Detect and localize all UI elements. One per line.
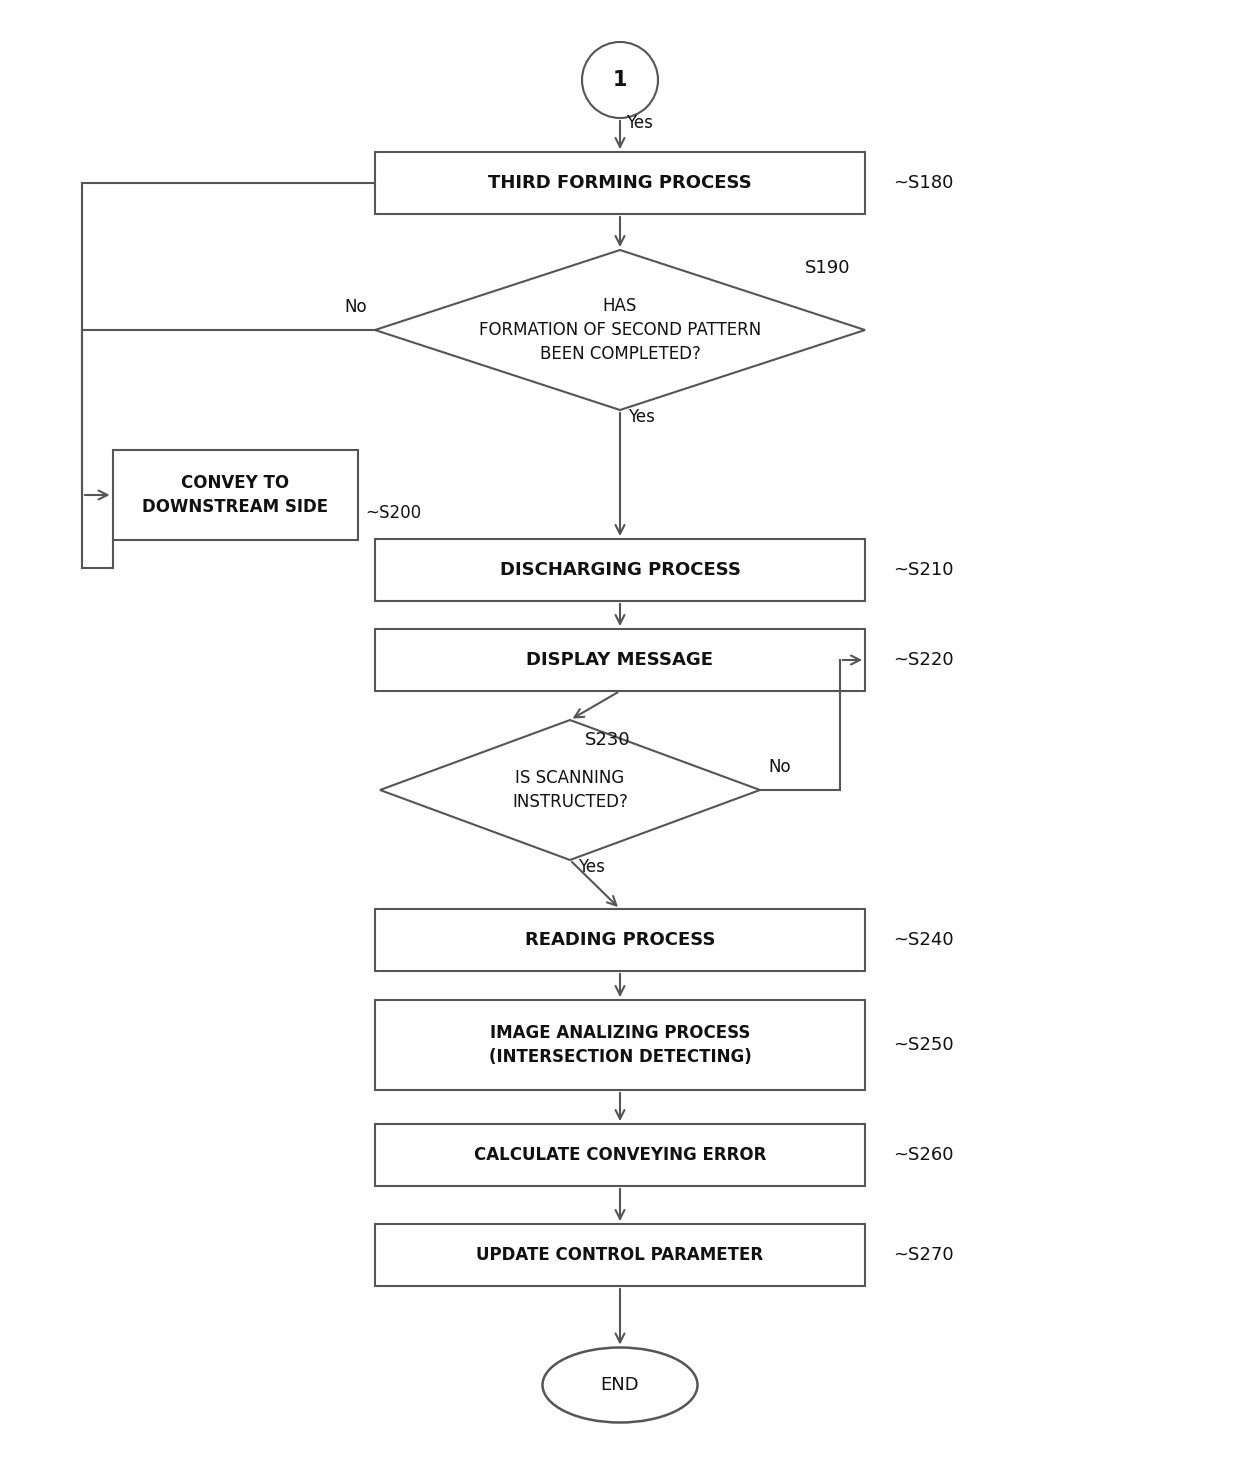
Polygon shape (379, 720, 760, 859)
Text: 1: 1 (613, 70, 627, 90)
Text: CALCULATE CONVEYING ERROR: CALCULATE CONVEYING ERROR (474, 1146, 766, 1164)
Text: END: END (600, 1375, 640, 1395)
Text: IS SCANNING
INSTRUCTED?: IS SCANNING INSTRUCTED? (512, 769, 627, 810)
Text: READING PROCESS: READING PROCESS (525, 930, 715, 950)
Bar (374, 1000, 866, 1090)
Text: S230: S230 (585, 731, 631, 748)
Polygon shape (374, 250, 866, 410)
Circle shape (582, 41, 658, 118)
Text: ~S250: ~S250 (893, 1035, 954, 1055)
Text: No: No (768, 759, 791, 776)
Bar (113, 450, 357, 540)
Bar (374, 538, 866, 600)
Ellipse shape (543, 1347, 697, 1423)
Text: ~S260: ~S260 (893, 1146, 954, 1164)
Text: Yes: Yes (627, 408, 655, 426)
Text: ~S180: ~S180 (893, 175, 954, 192)
Text: ~S220: ~S220 (893, 651, 954, 669)
Text: HAS
FORMATION OF SECOND PATTERN
BEEN COMPLETED?: HAS FORMATION OF SECOND PATTERN BEEN COM… (479, 297, 761, 362)
Bar (374, 152, 866, 214)
Bar (374, 629, 866, 691)
Bar (374, 1225, 866, 1287)
Text: CONVEY TO
DOWNSTREAM SIDE: CONVEY TO DOWNSTREAM SIDE (141, 475, 329, 516)
Text: S190: S190 (805, 259, 851, 277)
Text: Yes: Yes (626, 114, 653, 132)
Text: DISCHARGING PROCESS: DISCHARGING PROCESS (500, 561, 740, 578)
Text: ~S270: ~S270 (893, 1245, 954, 1265)
Text: ~S210: ~S210 (893, 561, 954, 578)
Text: Yes: Yes (578, 858, 605, 876)
Text: THIRD FORMING PROCESS: THIRD FORMING PROCESS (489, 175, 751, 192)
Bar (374, 1124, 866, 1186)
Text: No: No (345, 297, 367, 317)
Text: DISPLAY MESSAGE: DISPLAY MESSAGE (527, 651, 713, 669)
Text: UPDATE CONTROL PARAMETER: UPDATE CONTROL PARAMETER (476, 1245, 764, 1265)
Text: ~S200: ~S200 (366, 504, 422, 522)
Text: ~S240: ~S240 (893, 930, 954, 950)
Text: IMAGE ANALIZING PROCESS
(INTERSECTION DETECTING): IMAGE ANALIZING PROCESS (INTERSECTION DE… (489, 1023, 751, 1066)
Bar (374, 910, 866, 972)
